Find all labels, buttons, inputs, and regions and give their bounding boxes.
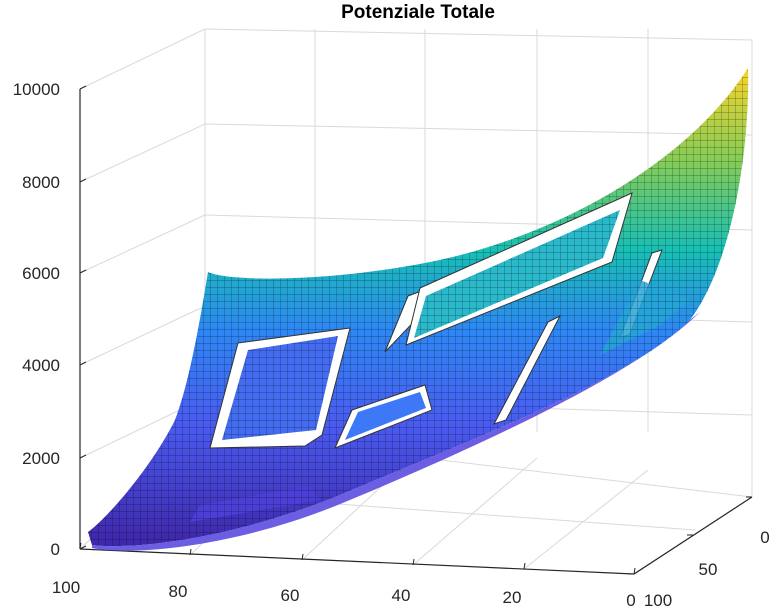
z-tick-label: 2000 [22, 449, 60, 468]
z-tick-label: 10000 [13, 80, 60, 99]
chart-title: Potenziale Totale [341, 2, 495, 23]
y-tick-label: 50 [699, 560, 718, 579]
x-tick-label: 0 [626, 591, 635, 609]
x-tick-label: 20 [503, 588, 522, 607]
y-tick-label: 100 [644, 591, 672, 609]
surface-panel-right-mesh [414, 210, 620, 338]
surface-panel-mid [345, 392, 426, 440]
x-axis-ticks [79, 542, 636, 575]
x-tick-label: 100 [52, 578, 80, 597]
z-axis-ticks [79, 85, 87, 550]
x-tick-label: 40 [392, 586, 411, 605]
x-tick-labels: 100 80 60 40 20 0 [52, 578, 636, 609]
z-tick-label: 6000 [22, 264, 60, 283]
surface-panel-low-mesh [190, 486, 320, 522]
x-tick-label: 80 [169, 582, 188, 601]
surface-right-ridge-mesh [600, 280, 690, 355]
z-tick-label: 0 [51, 540, 60, 559]
y-axis-ticks [628, 496, 752, 575]
y-tick-labels: 0 50 100 [644, 528, 770, 609]
z-tick-label: 4000 [22, 356, 60, 375]
x-tick-label: 60 [281, 586, 300, 605]
surface-panel-left-mesh [222, 336, 338, 440]
surface [88, 68, 749, 551]
surface-cutout-right-slot [492, 314, 562, 425]
z-tick-label: 8000 [22, 173, 60, 192]
y-tick-label: 0 [760, 528, 769, 547]
z-tick-labels: 10000 8000 6000 4000 2000 0 [13, 80, 60, 559]
